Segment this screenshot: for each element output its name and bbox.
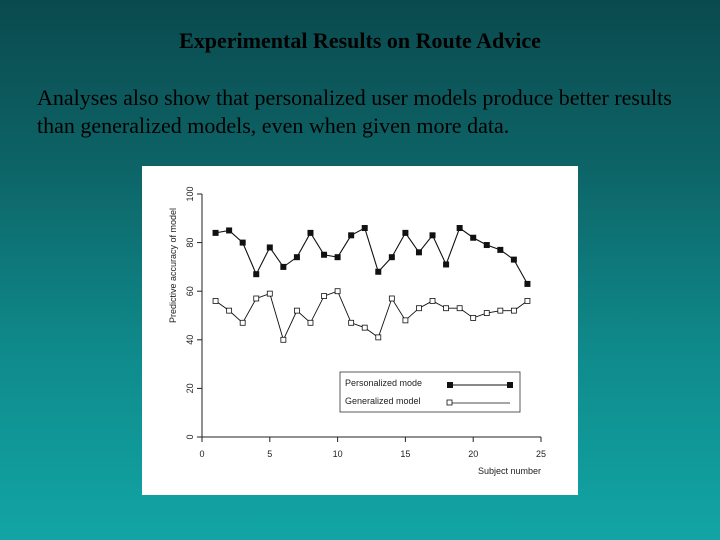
data-point-generalized [524, 298, 531, 304]
data-point-personalized [307, 229, 314, 236]
data-point-personalized [497, 246, 504, 253]
data-point-generalized [266, 290, 273, 297]
data-point-generalized [375, 334, 382, 341]
y-tick-label: 40 [185, 335, 195, 345]
data-point-personalized [388, 254, 395, 261]
slide-body-text: Analyses also show that personalized use… [37, 85, 672, 138]
series-line-generalized [215, 290, 528, 342]
data-point-generalized [212, 298, 219, 304]
data-point-personalized [443, 261, 450, 268]
legend-marker-personalized-end [507, 382, 513, 388]
data-point-personalized [375, 268, 382, 275]
data-point-personalized [348, 232, 355, 239]
data-point-generalized [294, 307, 300, 314]
line-chart: 0 20 40 60 80 100 0 5 10 15 20 25 Predictive accurac… [168, 186, 546, 476]
data-point-generalized [429, 298, 436, 304]
data-point-personalized [253, 271, 260, 278]
x-tick-label: 5 [267, 449, 272, 459]
y-tick-label: 20 [185, 383, 195, 393]
data-point-generalized [334, 288, 341, 295]
data-point-personalized [415, 249, 422, 256]
y-tick-label: 80 [185, 238, 195, 248]
data-point-personalized [402, 229, 409, 236]
data-point-generalized [483, 310, 490, 316]
y-tick-label: 0 [185, 434, 195, 439]
data-point-personalized [510, 256, 517, 263]
data-point-generalized [307, 319, 314, 326]
series-line-personalized [215, 227, 528, 285]
data-point-personalized [483, 242, 490, 249]
chart-panel: 0 20 40 60 80 100 0 5 10 15 20 25 Predictive accurac… [142, 166, 578, 495]
data-point-personalized [293, 254, 300, 261]
data-point-personalized [429, 232, 436, 239]
data-point-personalized [239, 239, 246, 246]
legend-label-generalized: Generalized model [345, 396, 421, 406]
data-point-generalized [497, 307, 504, 314]
slide-title: Experimental Results on Route Advice [179, 28, 541, 53]
data-point-generalized [388, 295, 395, 302]
data-point-generalized [348, 319, 355, 326]
data-point-personalized [524, 280, 531, 287]
data-point-generalized [253, 295, 260, 302]
data-point-personalized [212, 229, 219, 236]
data-point-personalized [266, 244, 273, 251]
data-point-personalized [321, 251, 328, 258]
x-tick-label: 20 [468, 449, 478, 459]
x-tick-label: 0 [199, 449, 204, 459]
data-point-generalized [402, 317, 409, 324]
legend-box [339, 371, 521, 413]
chart-legend: Personalized mode Generalized model [339, 371, 521, 413]
data-point-generalized [280, 336, 287, 343]
data-point-personalized [280, 263, 287, 270]
data-point-generalized [443, 305, 449, 312]
data-point-generalized [239, 319, 246, 326]
x-tick-label: 25 [536, 449, 546, 459]
y-axis-title: Predictive accuracy of model [168, 208, 178, 323]
data-point-generalized [416, 305, 422, 312]
legend-marker-personalized [447, 382, 453, 388]
data-point-generalized [510, 307, 517, 314]
data-point-personalized [456, 225, 463, 232]
data-point-generalized [470, 315, 477, 321]
x-tick-label: 15 [400, 449, 410, 459]
chart-axes: 0 20 40 60 80 100 0 5 10 15 20 25 Predictive accurac… [168, 186, 546, 476]
data-point-generalized [321, 293, 327, 299]
data-point-personalized [226, 227, 233, 234]
y-tick-label: 100 [185, 186, 195, 201]
data-point-personalized [361, 225, 368, 232]
data-point-personalized [334, 254, 341, 261]
x-tick-label: 10 [333, 449, 343, 459]
y-tick-label: 60 [185, 286, 195, 296]
legend-marker-generalized [446, 399, 453, 406]
legend-label-personalized: Personalized mode [345, 378, 422, 388]
data-point-generalized [456, 305, 463, 312]
chart-series-layer [212, 225, 531, 343]
data-point-generalized [226, 307, 233, 314]
x-axis-title: Subject number [478, 466, 541, 476]
data-point-generalized [361, 324, 368, 331]
data-point-personalized [470, 234, 477, 241]
